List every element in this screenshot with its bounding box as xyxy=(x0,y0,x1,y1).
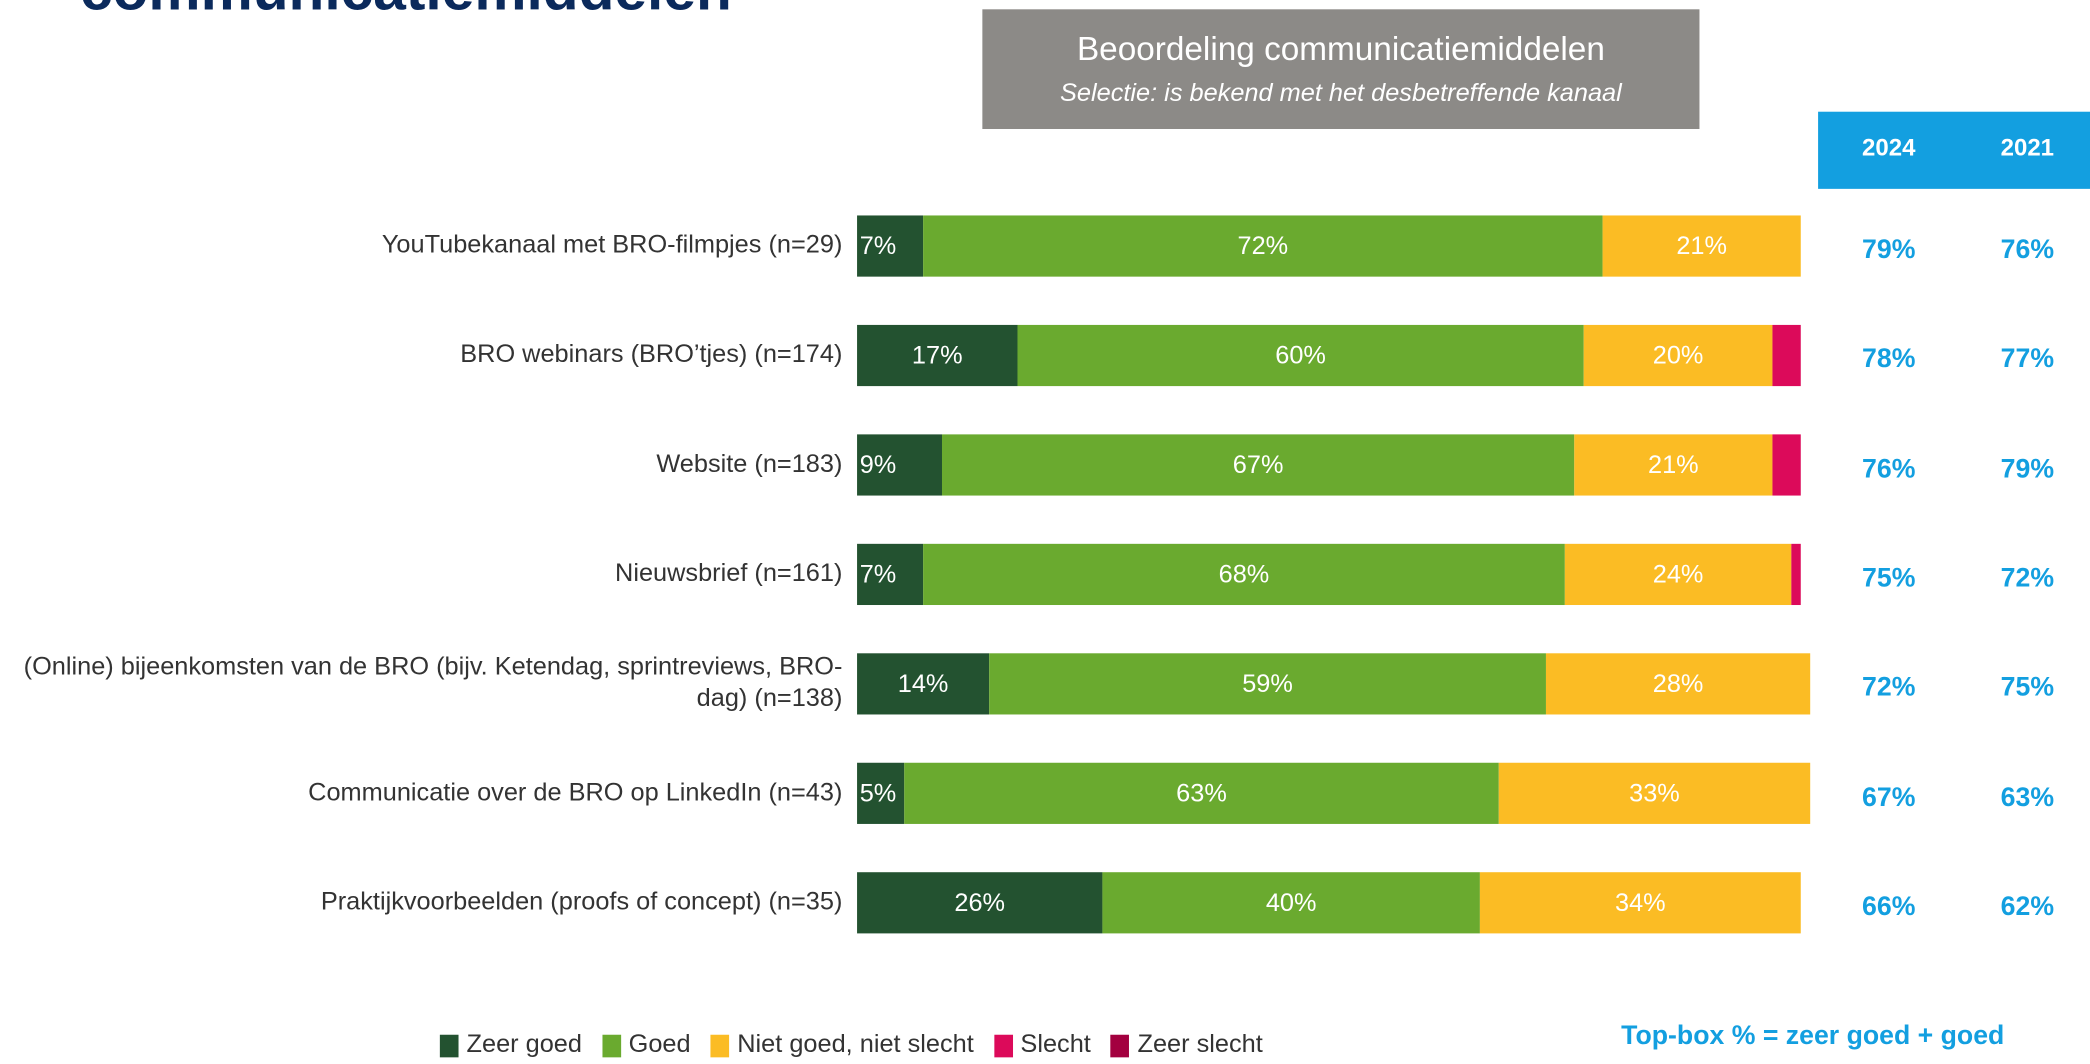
legend-label: Goed xyxy=(628,1030,691,1059)
topbox-header xyxy=(1818,111,2090,189)
data-label: 33% xyxy=(1629,779,1680,807)
chart-subtitle: Selectie: is bekend met het desbetreffen… xyxy=(1060,79,1622,108)
legend-swatch xyxy=(1110,1034,1130,1057)
bar-segment xyxy=(989,653,1546,715)
topbox-value: 75% xyxy=(1862,563,1916,594)
topbox-value: 76% xyxy=(1862,454,1916,484)
bar-segment xyxy=(857,653,990,715)
topbox-value: 62% xyxy=(2000,892,2055,922)
topbox-value: 63% xyxy=(2000,782,2055,812)
topbox-value: 72% xyxy=(1862,673,1916,703)
legend-swatch xyxy=(710,1034,730,1057)
bar-segment xyxy=(857,215,924,277)
bar-segment xyxy=(1545,653,1811,715)
data-label: 21% xyxy=(1676,232,1727,260)
page-title: communicatiemiddelen xyxy=(80,0,732,24)
category-label: Praktijkvoorbeelden (proofs of concept) … xyxy=(320,888,843,917)
topbox-value: 66% xyxy=(1862,892,1916,922)
legend-item: Zeer slecht xyxy=(1110,1030,1263,1060)
legend-item: Niet goed, niet slecht xyxy=(710,1030,974,1060)
topbox-value: 79% xyxy=(2000,454,2055,484)
category-label: Nieuwsbrief (n=161) xyxy=(615,559,843,588)
bar-segment xyxy=(857,872,1103,934)
bar-segment xyxy=(941,434,1575,496)
legend-item: Goed xyxy=(601,1030,691,1060)
bar-segment xyxy=(1583,324,1773,387)
category-label: BRO webinars (BRO’tjes) (n=174) xyxy=(460,340,843,369)
data-label: 17% xyxy=(912,342,963,370)
data-label: 24% xyxy=(1653,560,1704,588)
topbox-value: 76% xyxy=(2000,235,2055,265)
legend-item: Slecht xyxy=(993,1030,1091,1060)
bar-segment xyxy=(1791,543,1801,606)
legend-swatch xyxy=(601,1034,621,1057)
bar-segment xyxy=(1564,543,1792,606)
category-label: Communicatie over de BRO op LinkedIn (n=… xyxy=(308,778,843,807)
data-label: 26% xyxy=(954,889,1005,917)
bar-segment xyxy=(1602,215,1801,277)
bar-segment xyxy=(1772,324,1801,387)
legend-label: Zeer slecht xyxy=(1137,1030,1263,1059)
bar-segment xyxy=(1017,324,1584,387)
data-label: 59% xyxy=(1242,670,1293,698)
legend-label: Zeer goed xyxy=(466,1030,582,1059)
topbox-value: 67% xyxy=(1862,782,1916,812)
bar-segment xyxy=(857,324,1018,387)
legend-swatch xyxy=(439,1034,459,1057)
legend-swatch xyxy=(993,1034,1013,1057)
data-label: 20% xyxy=(1653,342,1704,370)
data-label: 72% xyxy=(1238,232,1289,260)
category-label: (Online) bijeenkomsten van de BRO (bijv.… xyxy=(23,653,843,714)
topbox-note: Top-box % = zeer goed + goed xyxy=(1621,1021,2005,1051)
data-label: 68% xyxy=(1219,560,1270,588)
bar-segment xyxy=(1102,872,1480,934)
topbox-value: 77% xyxy=(2000,344,2055,375)
data-label: 21% xyxy=(1648,451,1699,479)
legend-item: Zeer goed xyxy=(439,1030,582,1060)
topbox-column-label: 2021 xyxy=(2000,134,2055,161)
data-label: 14% xyxy=(898,670,949,698)
legend: Zeer goed Goed Niet goed, niet slecht Slech… xyxy=(439,1030,1283,1060)
category-label: Website (n=183) xyxy=(656,450,843,479)
bar-segment xyxy=(923,543,1565,606)
bar-segment xyxy=(857,434,942,496)
bar-segment xyxy=(1498,762,1811,824)
topbox-column-label: 2024 xyxy=(1862,134,1916,161)
bar-segment xyxy=(1479,872,1801,934)
bar-segment xyxy=(1574,434,1773,496)
bar-segment xyxy=(923,215,1603,277)
chart-title: Beoordeling communicatiemiddelen xyxy=(1076,30,1605,68)
header-box: Beoordeling communicatiemiddelen Selecti… xyxy=(982,9,1700,130)
data-label: 7% xyxy=(860,232,897,260)
topbox-value: 79% xyxy=(1862,235,1916,265)
bar-segment xyxy=(1772,434,1801,496)
category-label: YouTubekanaal met BRO-filmpjes (n=29) xyxy=(381,231,843,260)
topbox-value: 75% xyxy=(2000,673,2055,703)
data-label: 34% xyxy=(1615,889,1666,917)
data-label: 5% xyxy=(860,779,897,807)
topbox-value: 72% xyxy=(2000,563,2055,594)
data-label: 9% xyxy=(860,451,897,479)
data-label: 40% xyxy=(1266,889,1317,917)
bar-segment xyxy=(857,762,905,824)
data-label: 7% xyxy=(860,560,897,588)
bar-segment xyxy=(857,543,924,606)
data-label: 28% xyxy=(1653,670,1704,698)
legend-label: Slecht xyxy=(1020,1030,1091,1059)
data-label: 67% xyxy=(1233,451,1284,479)
legend-label: Niet goed, niet slecht xyxy=(737,1030,974,1059)
bar-segment xyxy=(904,762,1499,824)
data-label: 60% xyxy=(1275,342,1326,370)
topbox-value: 78% xyxy=(1862,344,1916,375)
data-label: 63% xyxy=(1176,779,1227,807)
